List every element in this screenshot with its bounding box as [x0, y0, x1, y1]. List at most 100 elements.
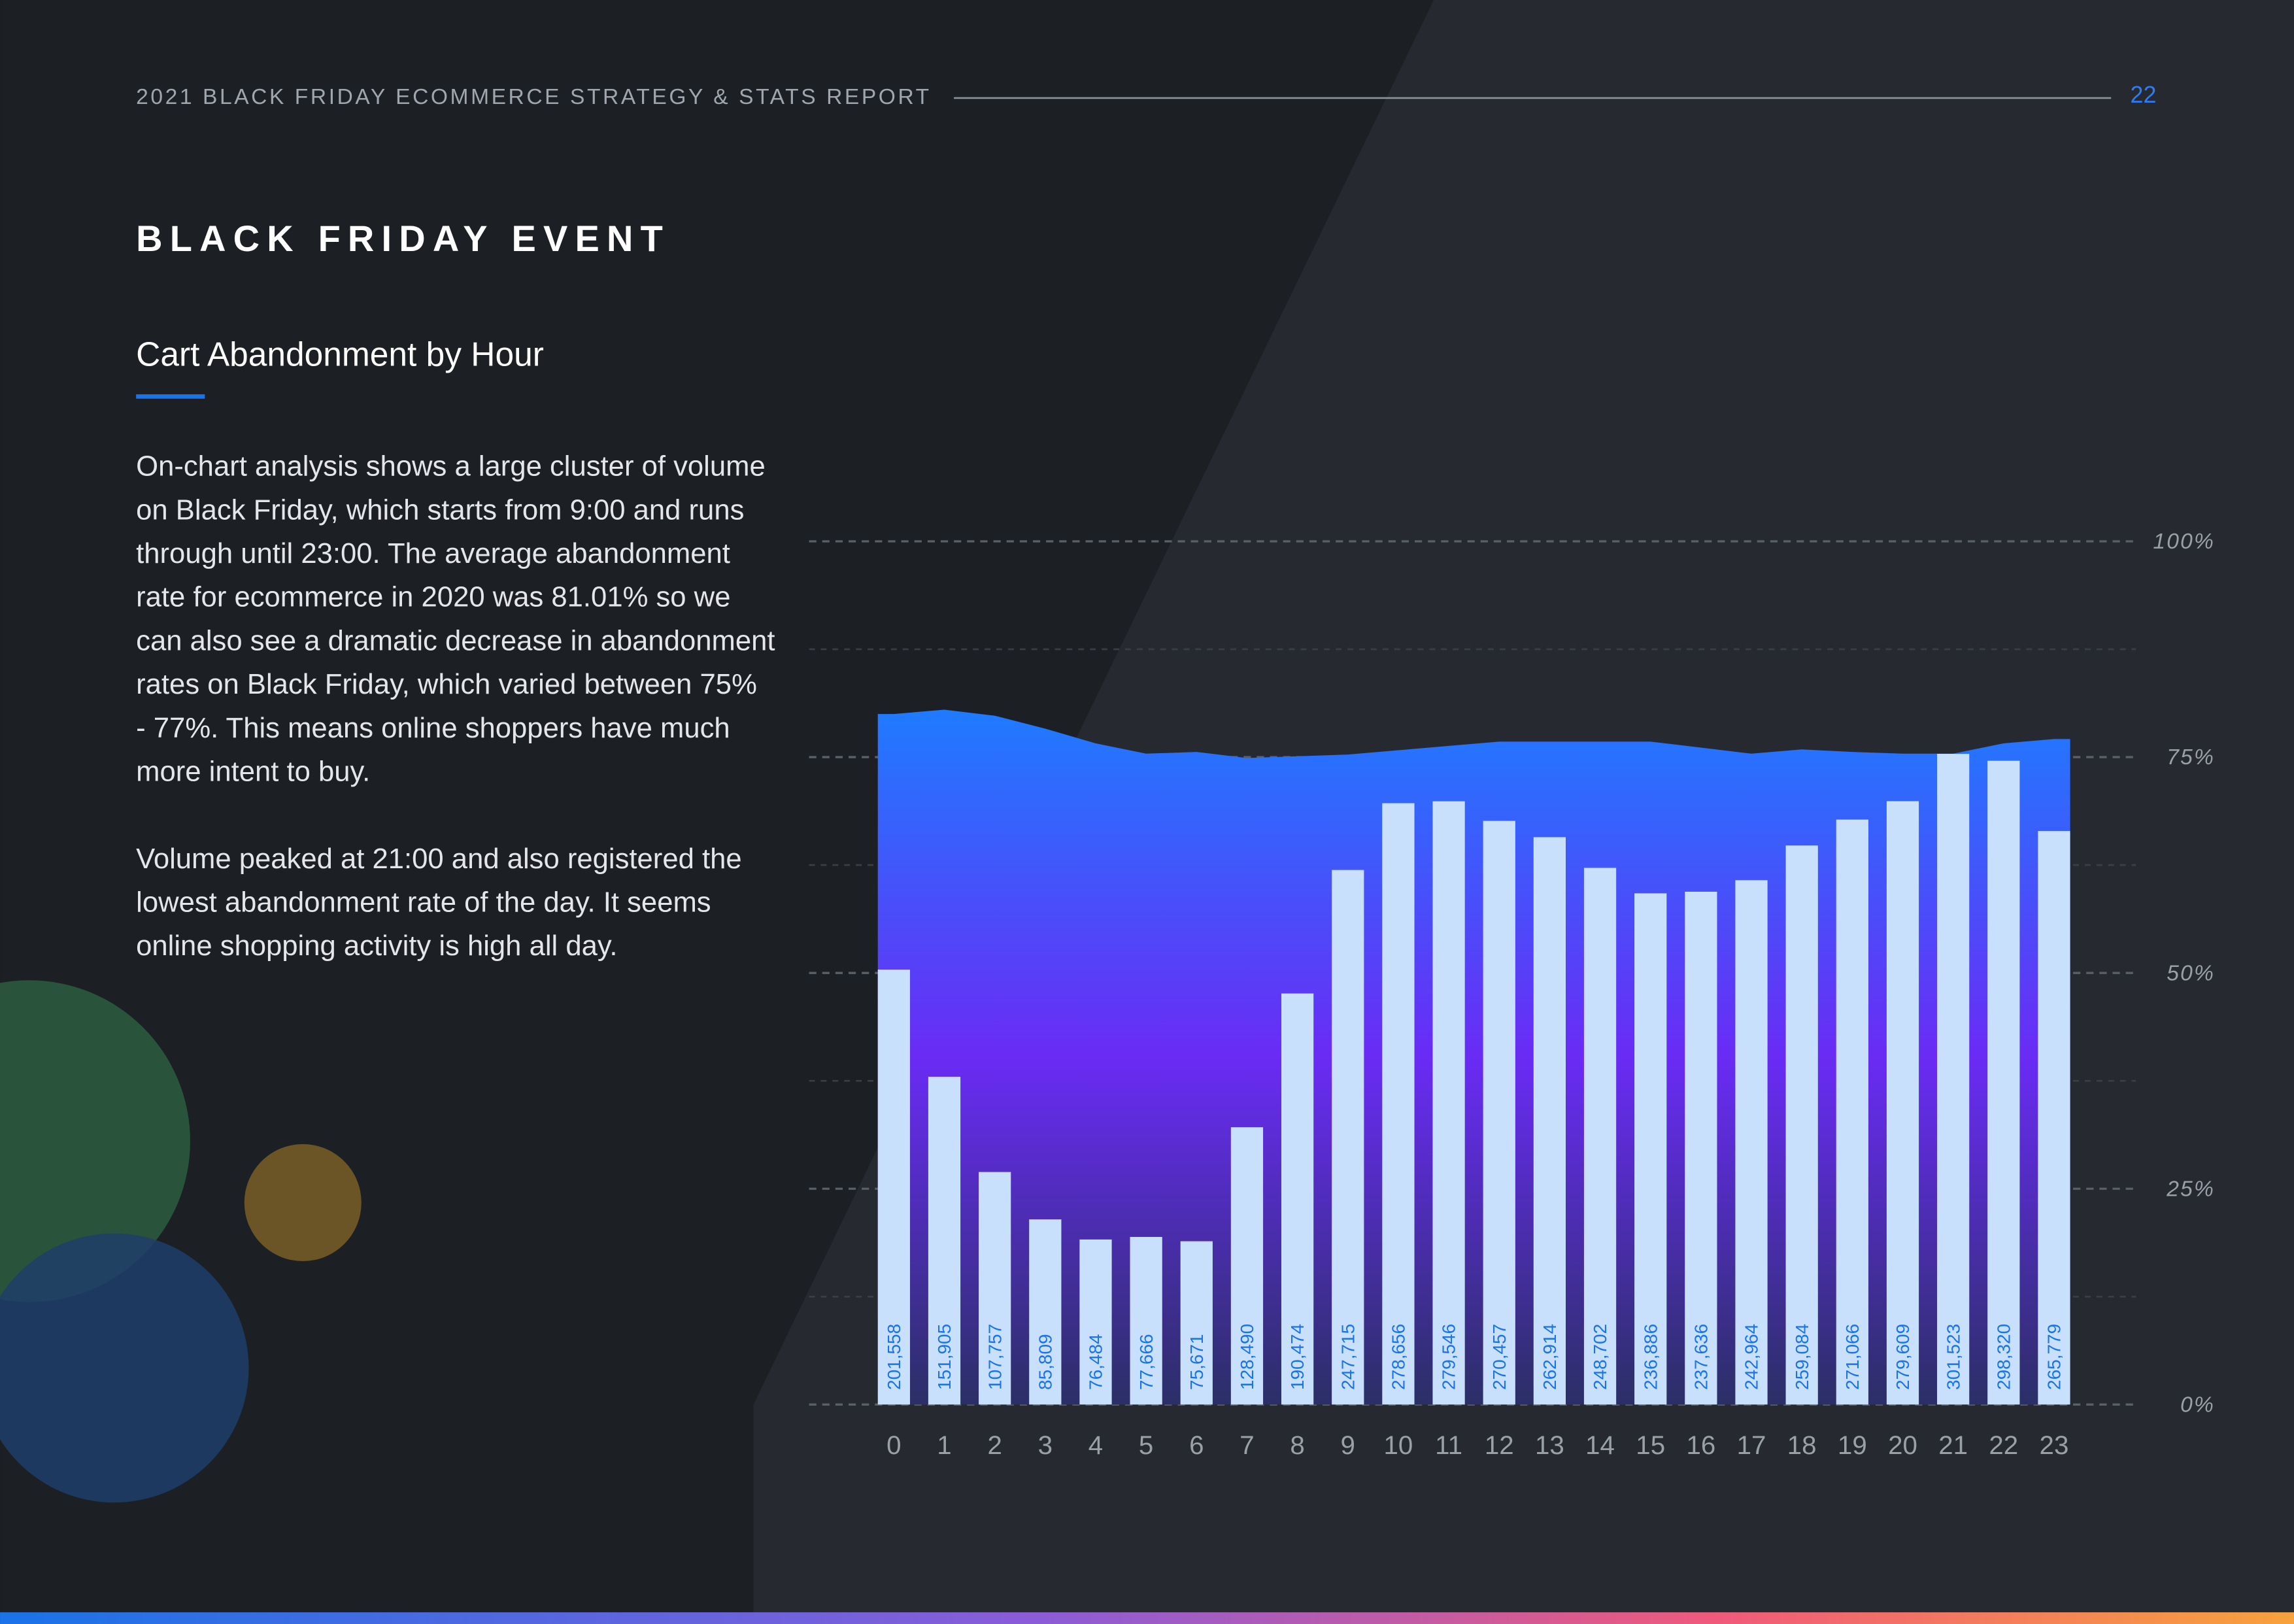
x-tick-label: 6 — [1189, 1430, 1204, 1460]
bar — [979, 1172, 1011, 1405]
x-tick-label: 4 — [1088, 1430, 1103, 1460]
decor-circle — [0, 1233, 249, 1503]
bar — [1180, 1241, 1213, 1405]
bar — [1685, 891, 1717, 1405]
x-tick-label: 3 — [1038, 1430, 1053, 1460]
x-tick-label: 0 — [886, 1430, 901, 1460]
body-line: through until 23:00. The average abandon… — [136, 538, 730, 569]
bar — [1432, 801, 1465, 1405]
body-text: On-chart analysis shows a large cluster … — [136, 451, 775, 962]
x-tick-label: 22 — [1989, 1430, 2018, 1460]
decor-circle — [244, 1143, 362, 1262]
bar-value-label: 279,609 — [1893, 1324, 1913, 1390]
bar-value-label: 151,905 — [934, 1324, 954, 1390]
x-tick-label: 13 — [1535, 1430, 1564, 1460]
bar-value-label: 278,656 — [1389, 1324, 1409, 1390]
page-number: 22 — [2131, 82, 2157, 108]
bar-value-label: 265,779 — [2044, 1324, 2065, 1390]
bar-value-label: 259,084 — [1792, 1324, 1812, 1390]
footer-bar — [0, 1612, 2294, 1624]
bar-value-label: 247,715 — [1338, 1324, 1358, 1390]
x-tick-label: 15 — [1636, 1430, 1665, 1460]
y2-tick-label: 75% — [2167, 745, 2215, 770]
body-line: more intent to buy. — [136, 756, 370, 787]
y2-tick-label: 25% — [2166, 1177, 2215, 1201]
bar-value-label: 76,484 — [1086, 1334, 1106, 1390]
x-tick-label: 1 — [937, 1430, 951, 1460]
body-line: Volume peaked at 21:00 and also register… — [136, 843, 741, 875]
bar — [1130, 1236, 1162, 1405]
bar — [1230, 1127, 1264, 1405]
bar — [1079, 1239, 1112, 1405]
section-title: BLACK FRIDAY EVENT — [136, 218, 670, 259]
bar — [2038, 831, 2070, 1405]
body-line: rate for ecommerce in 2020 was 81.01% so… — [136, 582, 730, 613]
bar-value-label: 201,558 — [884, 1324, 904, 1390]
bar — [1785, 845, 1818, 1405]
bar-value-label: 271,066 — [1842, 1324, 1863, 1390]
bar — [1987, 760, 2020, 1405]
body-line: lowest abandonment rate of the day. It s… — [136, 887, 711, 919]
x-tick-label: 16 — [1686, 1430, 1715, 1460]
bar — [1029, 1219, 1062, 1405]
bar-value-label: 128,490 — [1237, 1324, 1257, 1390]
bar — [928, 1076, 961, 1405]
bar — [1886, 801, 1919, 1405]
body-line: - 77%. This means online shoppers have m… — [136, 713, 730, 744]
bar-value-label: 236,886 — [1640, 1324, 1661, 1390]
chart: 0% 25% 50% 75% 100% 201,558 0 151,905 1 107,757 2 8… — [809, 530, 2215, 1460]
bar-value-label: 85,809 — [1035, 1334, 1055, 1390]
bar — [1735, 880, 1768, 1405]
y2-tick-label: 0% — [2180, 1393, 2215, 1417]
x-tick-label: 20 — [1888, 1430, 1917, 1460]
bar — [1281, 993, 1314, 1405]
body-line: can also see a dramatic decrease in aban… — [136, 625, 775, 656]
body-line: On-chart analysis shows a large cluster … — [136, 451, 766, 482]
bar-value-label: 270,457 — [1489, 1324, 1510, 1390]
bar — [1332, 870, 1364, 1405]
x-tick-label: 7 — [1240, 1430, 1254, 1460]
rate-area — [877, 709, 2070, 1405]
bar-value-label: 298,320 — [1993, 1324, 2014, 1390]
bar-value-label: 190,474 — [1287, 1324, 1307, 1390]
x-tick-label: 19 — [1838, 1430, 1867, 1460]
bar — [1836, 819, 1868, 1405]
x-tick-label: 12 — [1485, 1430, 1514, 1460]
bar-value-label: 242,964 — [1742, 1324, 1762, 1390]
bar — [1483, 820, 1515, 1405]
decor-circle — [0, 980, 190, 1302]
bar-value-label: 262,914 — [1540, 1324, 1560, 1390]
bar — [1533, 837, 1566, 1405]
bar-value-label: 107,757 — [985, 1324, 1005, 1390]
x-tick-label: 23 — [2040, 1430, 2069, 1460]
bar — [1634, 893, 1667, 1405]
x-tick-label: 14 — [1585, 1430, 1615, 1460]
bar — [877, 970, 910, 1405]
body-line: rates on Black Friday, which varied betw… — [136, 669, 757, 700]
bar-value-label: 237,636 — [1691, 1324, 1711, 1390]
x-tick-label: 10 — [1384, 1430, 1413, 1460]
y2-tick-label: 100% — [2153, 530, 2215, 554]
x-tick-label: 8 — [1290, 1430, 1304, 1460]
bar — [1937, 754, 1970, 1405]
x-tick-label: 21 — [1938, 1430, 1968, 1460]
x-tick-label: 18 — [1787, 1430, 1817, 1460]
subtitle: Cart Abandonment by Hour — [136, 335, 544, 373]
x-tick-label: 2 — [987, 1430, 1002, 1460]
x-tick-label: 17 — [1737, 1430, 1766, 1460]
x-tick-label: 11 — [1435, 1430, 1462, 1460]
bar-value-label: 279,546 — [1439, 1324, 1459, 1390]
x-tick-label: 5 — [1139, 1430, 1153, 1460]
x-tick-label: 9 — [1341, 1430, 1355, 1460]
bar-value-label: 301,523 — [1943, 1324, 1963, 1390]
bar — [1583, 868, 1617, 1405]
header-title: 2021 BLACK FRIDAY ECOMMERCE STRATEGY & S… — [136, 85, 932, 109]
y2-tick-label: 50% — [2167, 961, 2215, 985]
bar — [1382, 803, 1415, 1405]
subtitle-underline — [136, 394, 205, 399]
body-line: online shopping activity is high all day… — [136, 930, 617, 962]
bar-value-label: 75,671 — [1187, 1334, 1207, 1390]
bar-value-label: 248,702 — [1590, 1324, 1610, 1390]
